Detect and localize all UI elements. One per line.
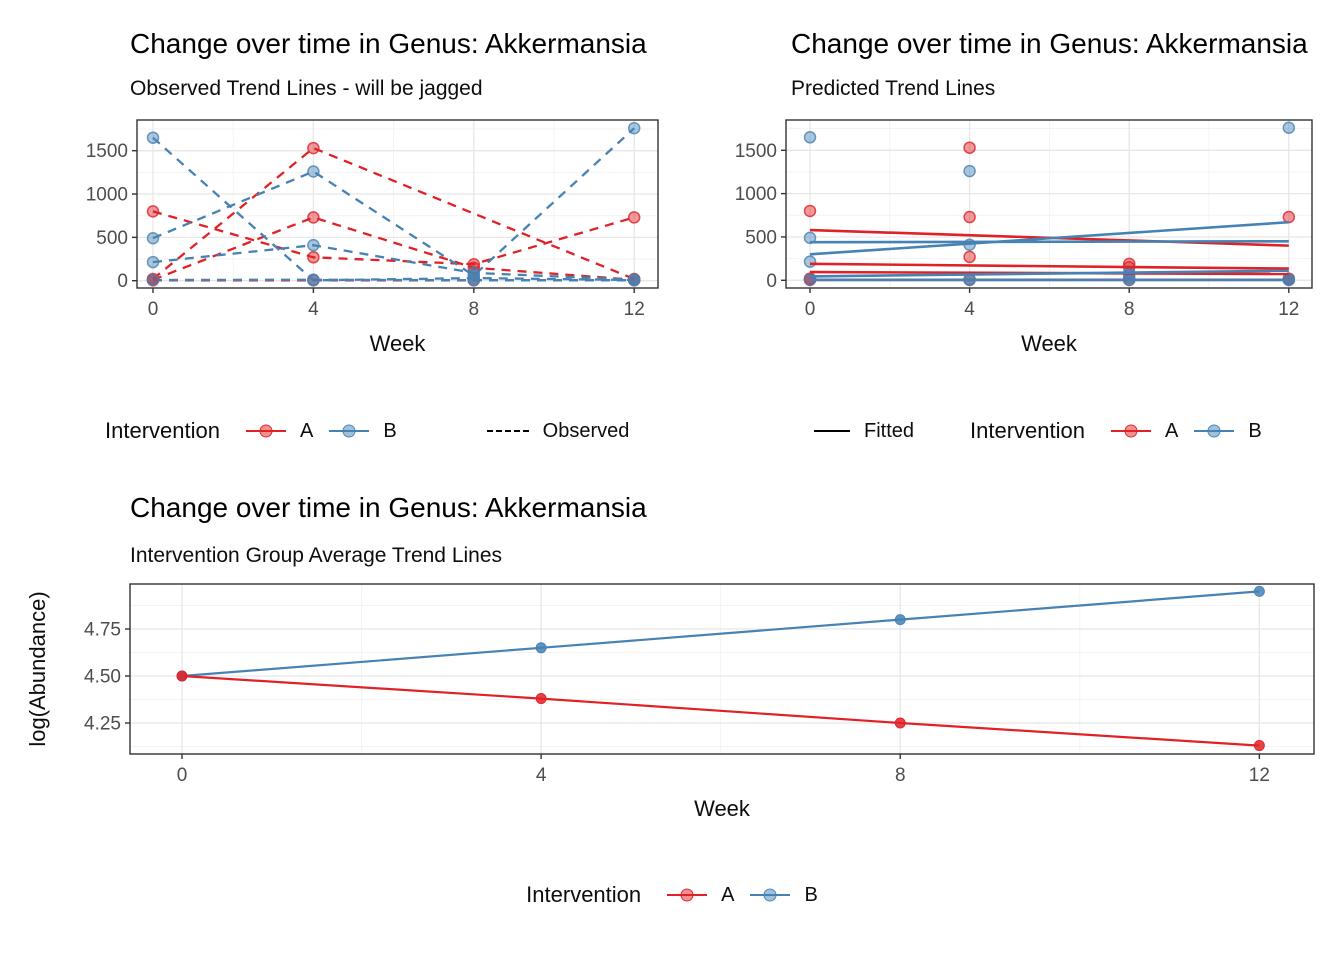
observed-xaxis-label: Week xyxy=(369,331,426,356)
average-xaxis-label: Week xyxy=(694,796,750,821)
x-tick-label: 0 xyxy=(177,765,188,786)
x-tick-label: 4 xyxy=(308,299,319,320)
x-tick-label: 4 xyxy=(536,765,547,786)
y-tick-label: 500 xyxy=(96,228,128,249)
legend-label-a: A xyxy=(1165,419,1179,442)
y-tick-label: 1500 xyxy=(86,141,128,162)
x-tick-label: 4 xyxy=(964,299,975,320)
x-tick-label: 12 xyxy=(1278,299,1299,320)
predicted-legend: Fitted Intervention A B xyxy=(786,413,1344,449)
x-tick-label: 8 xyxy=(895,765,906,786)
panel-average-data xyxy=(176,585,1265,752)
legend-label-b: B xyxy=(383,419,397,442)
observed-linetype-key-icon xyxy=(486,430,529,432)
legend-title: Intervention xyxy=(105,418,220,443)
average-title: Change over time in Genus: Akkermansia xyxy=(130,492,647,523)
y-tick-label: 4.50 xyxy=(84,667,121,688)
average-subtitle: Intervention Group Average Trend Lines xyxy=(130,544,503,567)
panel-predicted-data xyxy=(803,121,1296,287)
legend-key-b-icon xyxy=(329,424,370,438)
observed-title: Change over time in Genus: Akkermansia xyxy=(130,28,647,59)
x-tick-label: 8 xyxy=(1124,299,1135,320)
average-legend: Intervention A B xyxy=(0,877,1344,913)
y-tick-label: 4.25 xyxy=(84,714,121,735)
legend-title: Intervention xyxy=(970,418,1085,443)
predicted-xaxis-label: Week xyxy=(1021,331,1077,356)
fitted-linetype-key-icon xyxy=(814,429,850,433)
legend-label-b: B xyxy=(804,883,818,906)
y-tick-label: 0 xyxy=(766,271,777,292)
x-tick-label: 0 xyxy=(148,299,159,320)
x-tick-label: 12 xyxy=(1249,765,1270,786)
observed-subtitle: Observed Trend Lines - will be jagged xyxy=(130,77,483,100)
legend-key-b-icon xyxy=(750,888,791,902)
legend-label-a: A xyxy=(721,883,735,906)
x-tick-label: 0 xyxy=(805,299,816,320)
x-tick-label: 12 xyxy=(624,299,645,320)
panel-observed: 0 4 8 12 0 500 1000 1500 xyxy=(86,119,659,320)
legend-key-a-icon xyxy=(1111,424,1151,438)
legend-key-a-icon xyxy=(667,888,708,902)
y-tick-label: 1000 xyxy=(735,184,777,205)
legend-label-a: A xyxy=(299,419,314,442)
predicted-subtitle: Predicted Trend Lines xyxy=(791,77,996,100)
legend-key-a-icon xyxy=(245,424,286,438)
observed-legend: Intervention A B Observed xyxy=(105,413,672,449)
panel-predicted: 0 4 8 12 0 500 1000 1500 xyxy=(735,119,1313,320)
observed-linetype-label: Observed xyxy=(542,419,630,442)
average-yaxis-label: log(Abundance) xyxy=(25,591,50,747)
x-tick-label: 8 xyxy=(469,299,480,320)
y-tick-label: 500 xyxy=(745,227,777,248)
y-tick-label: 4.75 xyxy=(84,620,121,641)
panel-observed-data xyxy=(146,121,641,287)
y-tick-label: 0 xyxy=(117,271,128,292)
legend-label-b: B xyxy=(1248,419,1262,442)
legend-title: Intervention xyxy=(526,882,642,907)
legend-key-b-icon xyxy=(1194,424,1235,438)
fitted-linetype-label: Fitted xyxy=(864,419,915,442)
panel-average: 0 4 8 12 4.25 4.50 4.75 xyxy=(84,583,1315,786)
predicted-title: Change over time in Genus: Akkermansia xyxy=(791,28,1308,59)
y-tick-label: 1000 xyxy=(86,185,128,206)
y-tick-label: 1500 xyxy=(735,141,777,162)
